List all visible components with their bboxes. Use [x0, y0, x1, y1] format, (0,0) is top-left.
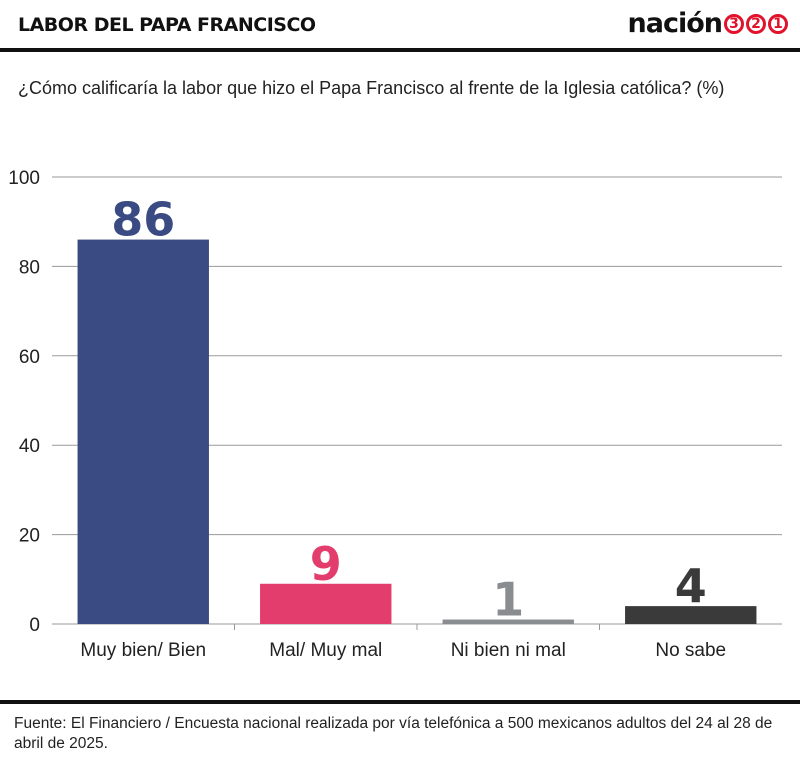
bar: [625, 606, 757, 624]
footer-divider: [0, 700, 800, 704]
y-tick-label: 100: [8, 168, 40, 189]
x-tick-label: Ni bien ni mal: [451, 640, 566, 661]
data-label: 4: [675, 559, 707, 613]
bar: [442, 619, 574, 624]
data-label: 9: [310, 537, 342, 591]
y-tick-label: 60: [19, 347, 40, 368]
y-tick-label: 20: [19, 526, 40, 547]
bar: [77, 239, 209, 624]
brand-digit-2: 2: [746, 13, 766, 34]
x-tick-label: No sabe: [655, 640, 726, 661]
bar: [260, 583, 392, 624]
bar-chart: 0 20 40 60 80 100 86 Muy bien/ Bien 9 Mal/ Muy m…: [8, 168, 782, 661]
page-title: LABOR DEL PAPA FRANCISCO: [18, 14, 316, 36]
y-tick-label: 80: [19, 257, 40, 278]
brand-digit-1: 1: [768, 13, 788, 34]
label-layer: 86 Muy bien/ Bien 9 Mal/ Muy mal 1 Ni bien ni…: [80, 193, 726, 661]
survey-question: ¿Cómo calificaría la labor que hizo el P…: [18, 78, 725, 98]
brand-logo: nación 3 2 1: [628, 8, 788, 39]
brand-digit-3: 3: [724, 13, 744, 34]
data-label: 1: [492, 573, 524, 627]
y-tick-label: 0: [29, 615, 40, 636]
x-tick-label: Muy bien/ Bien: [80, 640, 206, 661]
bar-layer: [77, 239, 757, 624]
brand-name: nación: [627, 8, 723, 39]
x-tick-label: Mal/ Muy mal: [269, 640, 382, 661]
grid-layer: 0 20 40 60 80 100: [8, 168, 782, 636]
data-label: 86: [111, 193, 175, 247]
y-tick-label: 40: [19, 436, 40, 457]
header-divider: [0, 48, 800, 52]
source-note: Fuente: El Financiero / Encuesta naciona…: [14, 715, 773, 752]
